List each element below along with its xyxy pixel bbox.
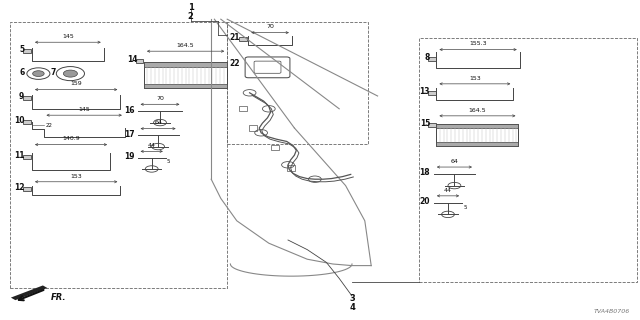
Polygon shape bbox=[11, 285, 47, 300]
Text: TVA4B0706: TVA4B0706 bbox=[594, 308, 630, 314]
Bar bbox=[428, 91, 436, 95]
Text: 16: 16 bbox=[124, 106, 134, 115]
Text: 70: 70 bbox=[266, 24, 274, 29]
Text: 159: 159 bbox=[70, 81, 82, 86]
Bar bbox=[23, 96, 31, 100]
Bar bbox=[436, 124, 518, 128]
Bar bbox=[144, 62, 227, 88]
Bar bbox=[287, 165, 295, 171]
Bar bbox=[23, 120, 31, 124]
Text: 140.9: 140.9 bbox=[62, 136, 80, 141]
Text: 64: 64 bbox=[451, 159, 458, 164]
Text: 164.5: 164.5 bbox=[177, 43, 195, 48]
Text: 1: 1 bbox=[188, 4, 194, 12]
Bar bbox=[428, 57, 436, 61]
Text: 20: 20 bbox=[420, 197, 430, 206]
Text: 70: 70 bbox=[156, 96, 164, 101]
Text: 64: 64 bbox=[154, 120, 162, 125]
Text: 44: 44 bbox=[444, 188, 452, 193]
Text: 155.3: 155.3 bbox=[469, 41, 487, 46]
Text: 145: 145 bbox=[78, 107, 90, 112]
Text: 4: 4 bbox=[349, 303, 355, 312]
Text: 7: 7 bbox=[51, 68, 56, 77]
Text: 15: 15 bbox=[420, 119, 430, 128]
Circle shape bbox=[63, 70, 77, 77]
Bar bbox=[23, 155, 31, 159]
Bar bbox=[23, 49, 31, 53]
Bar bbox=[436, 142, 518, 146]
Text: 22: 22 bbox=[46, 123, 53, 128]
Bar bbox=[428, 123, 436, 127]
Text: 153: 153 bbox=[70, 173, 82, 179]
Text: 13: 13 bbox=[420, 87, 430, 96]
Bar bbox=[239, 37, 247, 41]
Text: 19: 19 bbox=[124, 152, 134, 161]
Text: 3: 3 bbox=[349, 294, 355, 303]
Bar bbox=[249, 125, 257, 131]
Text: 17: 17 bbox=[124, 130, 134, 139]
Text: 14: 14 bbox=[127, 55, 138, 64]
Text: 5: 5 bbox=[167, 159, 170, 164]
Text: 8: 8 bbox=[425, 53, 430, 62]
Bar bbox=[239, 106, 247, 111]
Text: 12: 12 bbox=[14, 183, 24, 192]
Text: FR.: FR. bbox=[51, 293, 67, 302]
Text: 145: 145 bbox=[62, 34, 74, 39]
Bar bbox=[436, 124, 518, 146]
Text: 164.5: 164.5 bbox=[468, 108, 486, 113]
Circle shape bbox=[33, 71, 44, 76]
Text: 5: 5 bbox=[19, 45, 24, 54]
Bar bbox=[23, 187, 31, 191]
Text: 18: 18 bbox=[419, 168, 430, 177]
Bar bbox=[136, 59, 143, 63]
Text: 9: 9 bbox=[19, 92, 24, 101]
Bar bbox=[271, 145, 279, 150]
Text: 2: 2 bbox=[188, 12, 194, 21]
Text: 10: 10 bbox=[14, 116, 24, 125]
Bar bbox=[144, 62, 227, 67]
Bar bbox=[144, 84, 227, 88]
Text: 153: 153 bbox=[469, 76, 481, 81]
Text: 44: 44 bbox=[148, 143, 156, 148]
Text: 22: 22 bbox=[230, 60, 240, 68]
Text: 5: 5 bbox=[463, 205, 467, 210]
Text: 21: 21 bbox=[230, 33, 240, 42]
Text: 6: 6 bbox=[19, 68, 24, 77]
Text: 11: 11 bbox=[14, 151, 24, 160]
